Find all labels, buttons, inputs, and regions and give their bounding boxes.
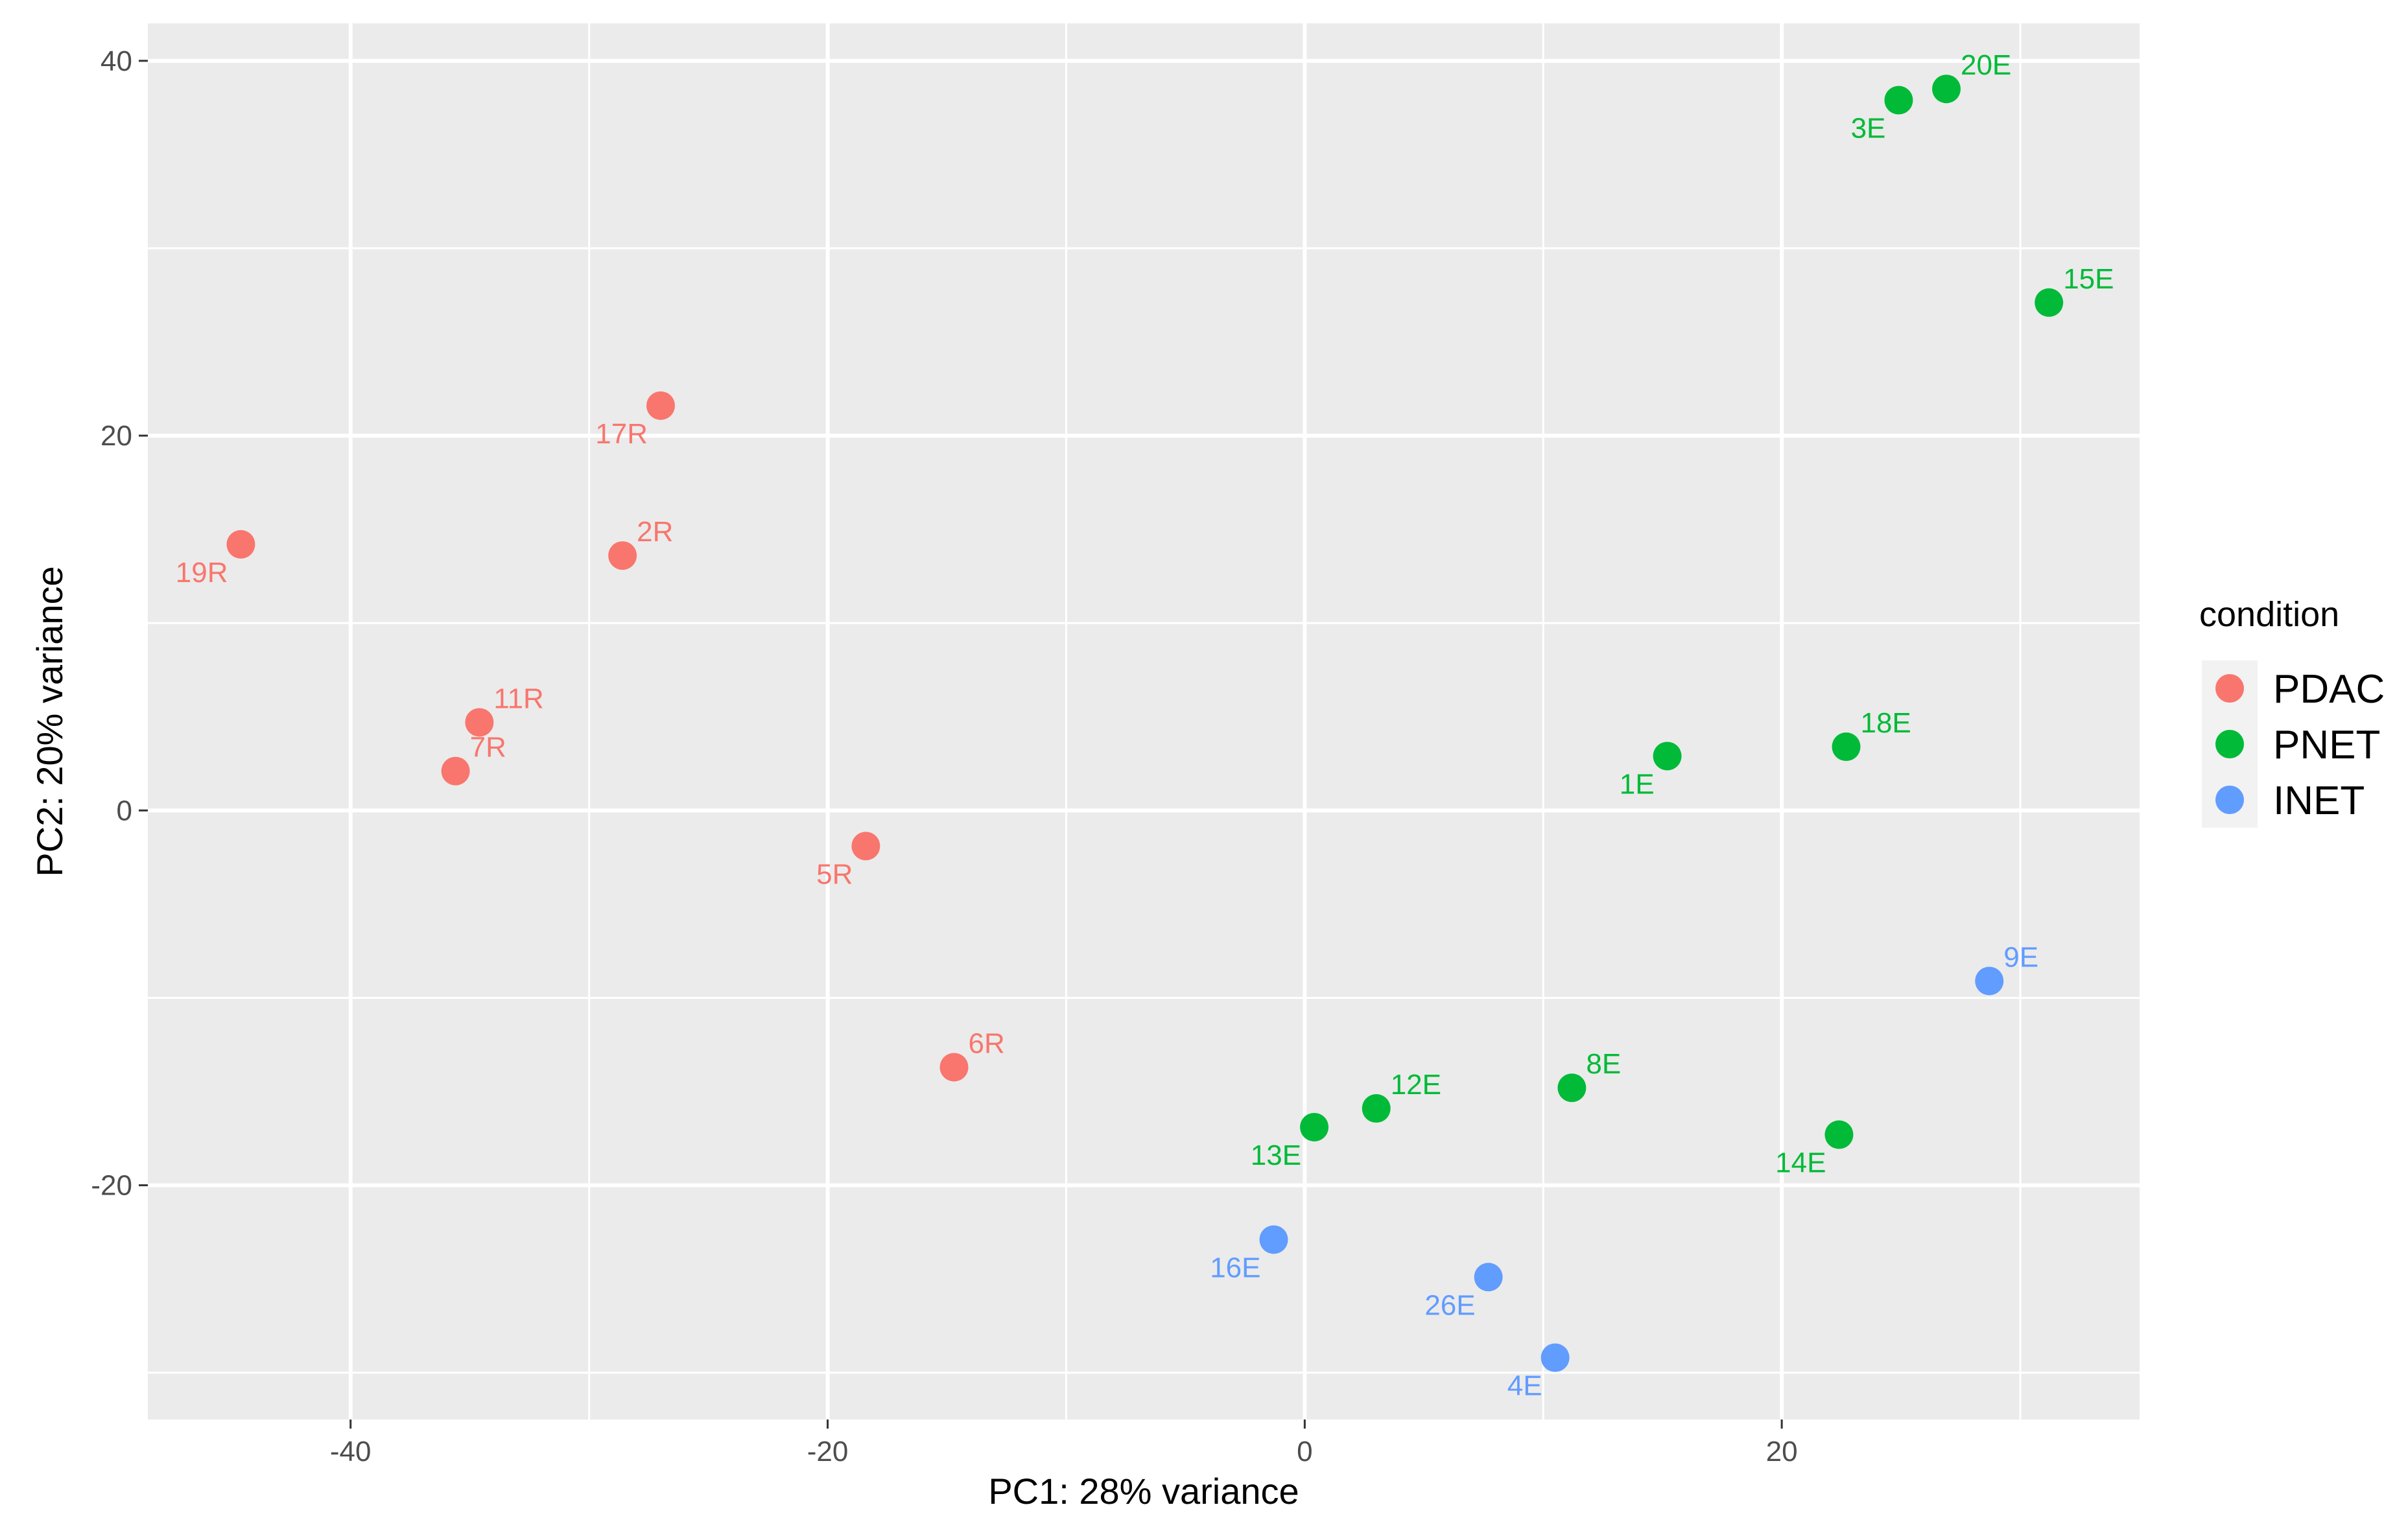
data-point bbox=[441, 756, 470, 786]
x-tick-label: 0 bbox=[1297, 1436, 1312, 1467]
y-axis-title: PC2: 20% variance bbox=[29, 566, 70, 876]
x-tick-label: -20 bbox=[807, 1436, 849, 1467]
legend-marker bbox=[2215, 730, 2244, 758]
data-point-label: 5R bbox=[816, 858, 853, 890]
x-tick-label: -40 bbox=[330, 1436, 372, 1467]
legend-label: PDAC bbox=[2273, 667, 2385, 712]
y-tick-label: -20 bbox=[91, 1170, 132, 1202]
data-point bbox=[1884, 86, 1913, 115]
data-point-label: 12E bbox=[1391, 1069, 1441, 1101]
legend-label: INET bbox=[2273, 778, 2365, 823]
data-point-label: 3E bbox=[1851, 113, 1886, 145]
grid-minor bbox=[148, 23, 2140, 1420]
legend: condition PDAC PNET INET bbox=[2199, 595, 2385, 828]
data-point bbox=[1540, 1343, 1570, 1372]
y-tick-label: 20 bbox=[100, 420, 132, 452]
y-tick-label: 40 bbox=[100, 45, 132, 77]
data-point-label: 20E bbox=[1961, 49, 2011, 81]
x-axis-title: PC1: 28% variance bbox=[988, 1471, 1299, 1512]
data-point bbox=[1975, 966, 2004, 996]
data-point-label: 4E bbox=[1507, 1370, 1542, 1402]
data-point-label: 16E bbox=[1210, 1252, 1260, 1283]
data-point bbox=[1474, 1263, 1503, 1292]
data-point bbox=[1832, 732, 1861, 762]
legend-entries: PDAC PNET INET bbox=[2202, 660, 2385, 828]
data-point bbox=[1362, 1094, 1391, 1123]
data-point bbox=[2035, 288, 2064, 317]
data-point-label: 26E bbox=[1424, 1289, 1475, 1321]
data-point-label: 11R bbox=[493, 683, 543, 714]
x-tick-label: 20 bbox=[1766, 1436, 1798, 1467]
data-point-label: 6R bbox=[969, 1027, 1005, 1059]
data-point-label: 15E bbox=[2063, 263, 2114, 295]
data-point-label: 7R bbox=[470, 732, 506, 764]
data-point bbox=[608, 541, 637, 570]
data-point-label: 13E bbox=[1251, 1139, 1301, 1171]
data-point-label: 18E bbox=[1860, 707, 1911, 739]
data-point-label: 14E bbox=[1775, 1147, 1826, 1179]
legend-marker bbox=[2215, 786, 2244, 814]
data-point bbox=[851, 832, 880, 861]
data-point bbox=[1557, 1073, 1587, 1103]
data-point-label: 9E bbox=[2003, 941, 2038, 973]
data-point-labels: 17R 19R 2R 11R 7R 5R 6R 3E 20E 15E 1E 18E 12E 13E 8E 14… bbox=[176, 49, 2114, 1401]
data-point bbox=[646, 391, 675, 420]
data-point-label: 8E bbox=[1586, 1048, 1621, 1080]
y-axis-ticks: -20 0 20 40 bbox=[91, 45, 148, 1202]
plot-panel bbox=[148, 23, 2140, 1420]
legend-label: PNET bbox=[2273, 723, 2380, 767]
data-point-label: 2R bbox=[637, 516, 673, 548]
data-point-label: 1E bbox=[1620, 768, 1655, 800]
data-point bbox=[939, 1053, 969, 1082]
data-point bbox=[465, 708, 494, 737]
data-point-label: 17R bbox=[595, 418, 648, 450]
grid-major bbox=[148, 23, 2140, 1420]
data-point bbox=[1824, 1120, 1854, 1149]
legend-title: condition bbox=[2199, 595, 2339, 634]
data-points bbox=[226, 75, 2064, 1372]
data-point bbox=[1300, 1112, 1329, 1141]
data-point bbox=[226, 530, 255, 559]
data-point-label: 19R bbox=[176, 557, 228, 589]
legend-marker bbox=[2215, 674, 2244, 703]
y-tick-label: 0 bbox=[117, 795, 132, 826]
data-point bbox=[1259, 1225, 1288, 1254]
data-point bbox=[1931, 75, 1961, 104]
x-axis-ticks: -40 -20 0 20 bbox=[330, 1420, 1798, 1467]
data-point bbox=[1653, 742, 1682, 771]
